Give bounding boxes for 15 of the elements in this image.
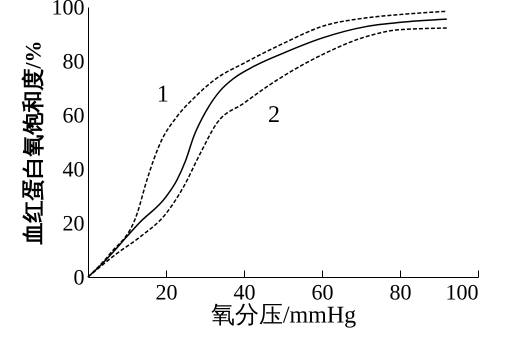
y-tick-label: 80 (62, 48, 84, 74)
series-label: 1 (156, 82, 169, 108)
y-axis-title: 血红蛋白氧饱和度/% (20, 40, 46, 246)
y-tick-label: 20 (62, 210, 84, 236)
x-tick-label: 20 (156, 280, 178, 304)
x-tick-label: 80 (390, 280, 412, 304)
series-label: 2 (268, 102, 280, 128)
y-tick-label: 40 (62, 156, 84, 182)
x-tick-label: 40 (234, 280, 256, 304)
y-tick-label: 100 (52, 0, 84, 20)
x-tick-label: 60 (312, 280, 334, 304)
y-tick-label: 0 (74, 264, 84, 290)
x-tick-label: 100 (446, 280, 478, 304)
y-tick-label: 60 (62, 102, 84, 128)
x-axis-title: 氧分压/mmHg (210, 302, 356, 328)
